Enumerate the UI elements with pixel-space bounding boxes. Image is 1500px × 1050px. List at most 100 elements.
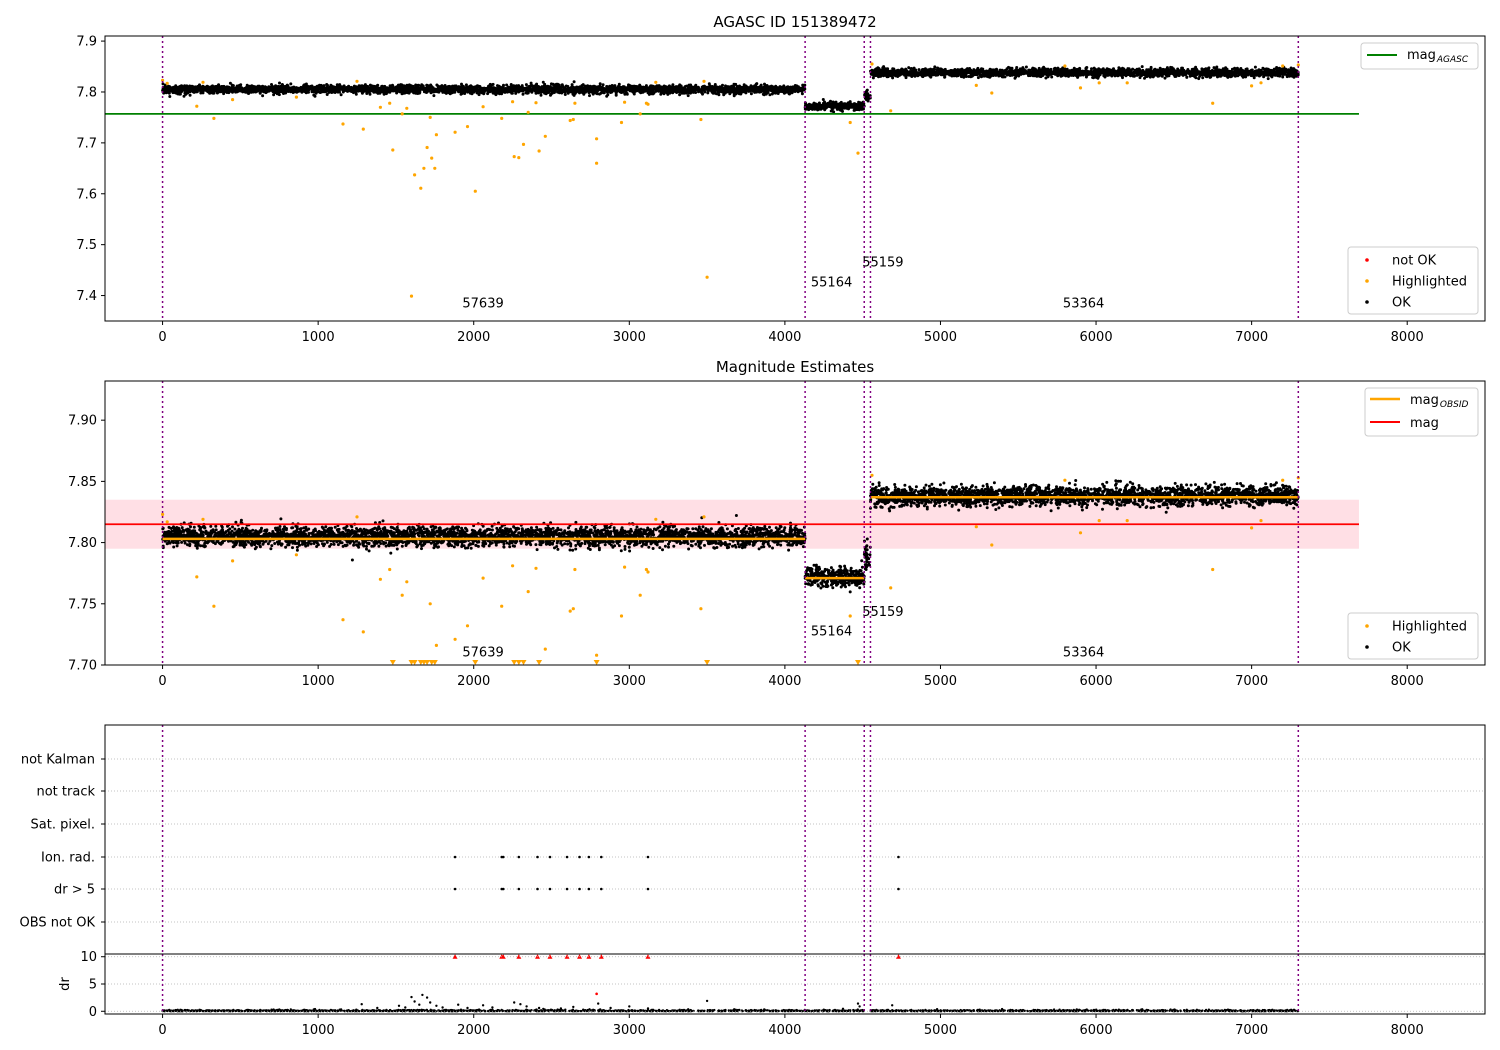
legend-box	[1347, 612, 1479, 660]
legend-point-swatch	[1365, 645, 1369, 649]
panel1-agasc-plot: 57639 55164 55159 53364 0 1000 2000 3000 4000 500…	[76, 35, 1486, 345]
flag-point	[548, 855, 552, 859]
y-tick-label: 7.9	[76, 35, 97, 50]
flag-point	[646, 887, 650, 891]
flag-point	[565, 855, 569, 859]
flag-category-label: Sat. pixel.	[31, 818, 95, 833]
legend-subscript: AGASC	[1436, 55, 1469, 65]
legend-box	[1347, 246, 1479, 315]
x-tick-label: 5000	[924, 1023, 957, 1038]
panel4-dr-plot: 0 5 10 0 1000 2000 3000 4000 5000 6000 7000 8000 dr	[58, 950, 1486, 1038]
y-tick-label: 7.85	[68, 475, 97, 490]
obsid-label: 55164	[811, 625, 852, 640]
legend-point-label: OK	[1392, 641, 1411, 656]
obsid-label: 57639	[462, 645, 503, 660]
flag-point	[501, 855, 505, 859]
x-tick-label: 3000	[613, 674, 646, 689]
clipped-highlighted-markers	[389, 660, 862, 665]
x-tick-label: 0	[158, 1023, 166, 1038]
flag-point	[536, 855, 539, 859]
x-tick-label: 3000	[613, 330, 646, 345]
ok-points	[161, 65, 1300, 114]
x-tick-label: 4000	[768, 330, 801, 345]
flag-point	[501, 887, 505, 891]
flag-point	[587, 855, 591, 859]
y-tick-label: 7.6	[76, 187, 97, 202]
flag-point	[897, 855, 900, 859]
flag-point	[517, 887, 521, 891]
legend-mag-label: mag	[1410, 416, 1439, 431]
dr-not-ok-point	[595, 992, 598, 996]
legend-subscript: OBSID	[1440, 400, 1469, 410]
legend-point-label: Highlighted	[1392, 620, 1467, 635]
flag-point	[565, 887, 569, 891]
obsid-label: 53364	[1063, 296, 1104, 311]
x-tick-label: 2000	[457, 330, 490, 345]
flag-point	[548, 887, 552, 891]
legend-point-swatch	[1365, 624, 1369, 628]
x-tick-label: 2000	[457, 674, 490, 689]
x-tick-label: 3000	[613, 1023, 646, 1038]
x-tick-label: 7000	[1235, 1023, 1268, 1038]
legend-point-label: OK	[1392, 296, 1411, 311]
x-tick-label: 6000	[1080, 330, 1113, 345]
flag-category-label: not Kalman	[21, 753, 95, 768]
flag-point	[517, 855, 521, 859]
flag-category-label: dr > 5	[54, 883, 95, 898]
x-tick-label: 5000	[924, 330, 957, 345]
y-tick-label: 7.70	[68, 659, 97, 674]
y-tick-label: 7.8	[76, 85, 97, 100]
x-tick-label: 7000	[1235, 330, 1268, 345]
flag-point	[578, 887, 581, 891]
flag-category-label: Ion. rad.	[41, 851, 95, 866]
flag-point	[646, 855, 650, 859]
ok-points	[161, 479, 1300, 594]
axes-frame	[104, 380, 1486, 666]
panel2-magnitude-estimates-plot: 57639 55164 55159 53364 0 1000 2000 3000 4000 500…	[68, 380, 1486, 689]
y-tick-label: 7.7	[76, 136, 97, 151]
flag-point	[600, 887, 603, 891]
obsid-label: 55164	[811, 275, 852, 290]
y-tick-label: 7.4	[76, 289, 97, 304]
x-tick-label: 8000	[1391, 330, 1424, 345]
panel3-flags-plot: not Kalman not track Sat. pixel. Ion. rad. d…	[20, 724, 1486, 955]
obsid-label: 53364	[1063, 645, 1104, 660]
x-tick-label: 0	[158, 330, 166, 345]
axes-frame	[104, 35, 1486, 322]
x-tick-label: 6000	[1080, 1023, 1113, 1038]
highlighted-points	[161, 62, 1300, 298]
dr-ok-points	[161, 1007, 1299, 1013]
y-tick-label: 7.5	[76, 238, 97, 253]
flag-point	[897, 887, 900, 891]
y-tick-label: 0	[89, 1005, 97, 1020]
flag-point	[453, 887, 457, 891]
y-tick-label: 10	[80, 950, 97, 965]
flag-point	[578, 855, 581, 859]
x-tick-label: 8000	[1391, 674, 1424, 689]
legend-point-swatch	[1365, 279, 1369, 283]
y-tick-label: 5	[89, 978, 97, 993]
x-tick-label: 6000	[1080, 674, 1113, 689]
dr-scattered-points	[360, 993, 894, 1010]
legend-point-label: Highlighted	[1392, 275, 1467, 290]
x-tick-label: 5000	[924, 674, 957, 689]
legend-point-swatch	[1365, 300, 1369, 304]
flag-point	[587, 887, 591, 891]
y-tick-label: 7.80	[68, 536, 97, 551]
flag-category-label: not track	[36, 785, 95, 800]
obsid-label: 55159	[862, 256, 903, 271]
obsid-label: 57639	[462, 296, 503, 311]
obsid-label: 55159	[862, 605, 903, 620]
flag-point	[536, 887, 539, 891]
y-tick-label: 7.75	[68, 597, 97, 612]
x-tick-label: 2000	[457, 1023, 490, 1038]
x-tick-label: 8000	[1391, 1023, 1424, 1038]
x-tick-label: 7000	[1235, 674, 1268, 689]
x-tick-label: 1000	[302, 1023, 335, 1038]
x-tick-label: 1000	[302, 330, 335, 345]
panel1-title: AGASC ID 151389472	[713, 13, 876, 31]
y-tick-label: 7.90	[68, 414, 97, 429]
flag-point	[453, 855, 457, 859]
legend-box	[1360, 42, 1479, 70]
